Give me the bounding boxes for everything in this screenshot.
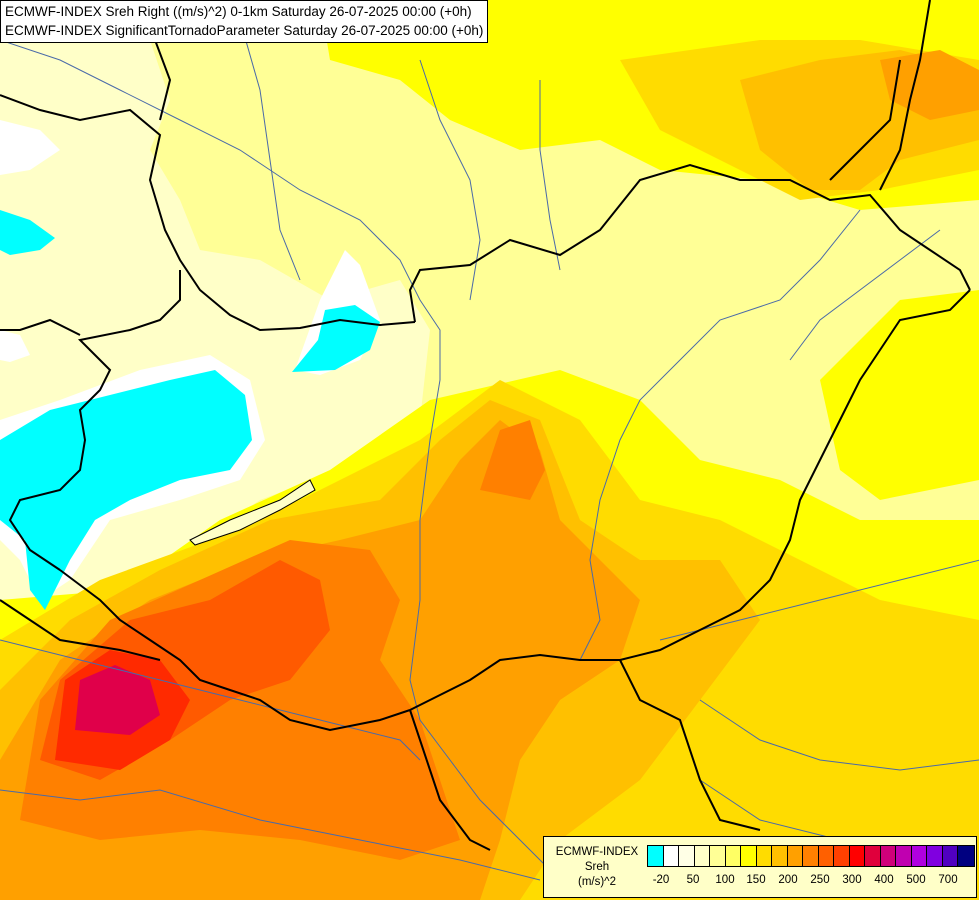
legend-swatch [880, 846, 896, 866]
sreh-cyan-west [0, 210, 55, 255]
border-czech-slovak [0, 94, 416, 332]
legend-title-line3: (m/s)^2 [578, 876, 616, 888]
country-borders [0, 0, 971, 851]
legend-title-line1: ECMWF-INDEX [555, 846, 639, 858]
legend-title-line2: Sreh [584, 861, 610, 873]
border-west [0, 318, 81, 336]
river-danube [0, 39, 561, 881]
legend-title: ECMWF-INDEX Sreh (m/s)^2 [550, 845, 644, 890]
legend-tick-label: 150 [746, 874, 766, 886]
border-austria-hungary [8, 270, 181, 571]
legend-swatch [911, 846, 927, 866]
border-slovakia-hungary [408, 163, 971, 323]
river-hron [539, 80, 561, 271]
legend-swatch [679, 846, 695, 866]
border-ukraine [879, 0, 931, 191]
lake-balaton [189, 479, 316, 546]
map-title-box: ECMWF-INDEX Sreh Right ((m/s)^2) 0-1km S… [0, 0, 489, 43]
legend-swatch [663, 846, 679, 866]
river-morava [239, 19, 301, 281]
border-hungary-romania [619, 289, 971, 661]
legend-swatch [927, 846, 943, 866]
legend-swatch [787, 846, 803, 866]
border-austria-slovenia [0, 599, 161, 661]
legend-tick-label: 50 [686, 874, 700, 886]
border-serbia-croatia [409, 709, 491, 851]
legend-swatch [865, 846, 881, 866]
river-sava [0, 789, 541, 881]
river-maros [659, 559, 979, 641]
sreh-dark-orange-central [480, 420, 545, 500]
legend-swatch [849, 846, 865, 866]
river-drava [0, 639, 421, 761]
legend-tick-label: -20 [652, 874, 670, 886]
legend-swatch [772, 846, 788, 866]
border-romania-serbia [619, 659, 761, 831]
legend-swatch [958, 846, 974, 866]
legend-tick-label: 500 [906, 874, 926, 886]
legend-swatch [803, 846, 819, 866]
sreh-cyan-zone [0, 370, 252, 610]
legend-ticks: -20 50 100 150 200 250 300 400 500 700 [647, 874, 967, 890]
sreh-white-west2 [0, 330, 30, 362]
legend-tick-label: 100 [715, 874, 735, 886]
river-south [699, 699, 979, 771]
legend-tick-label: 400 [874, 874, 894, 886]
border-hungary-serbia [409, 653, 620, 711]
legend-tick-label: 250 [810, 874, 830, 886]
sreh-crimson-core [75, 665, 160, 735]
legend-swatch [694, 846, 710, 866]
title-line-sreh: ECMWF-INDEX Sreh Right ((m/s)^2) 0-1km S… [5, 4, 472, 19]
legend-swatch [942, 846, 958, 866]
border-hungary-croatia [59, 569, 411, 732]
sreh-orange-northeast [880, 50, 979, 120]
legend-swatches [647, 845, 975, 867]
legend-swatch [741, 846, 757, 866]
title-line-stp: ECMWF-INDEX SignificantTornadoParameter … [5, 23, 484, 38]
river-east [789, 229, 941, 361]
color-legend: ECMWF-INDEX Sreh (m/s)^2 -20 50 100 150 200 2… [543, 836, 977, 898]
legend-swatch [896, 846, 912, 866]
legend-tick-label: 300 [842, 874, 862, 886]
legend-swatch [725, 846, 741, 866]
sreh-yellow-east-band [820, 290, 979, 500]
legend-tick-label: 200 [778, 874, 798, 886]
legend-tick-label: 700 [938, 874, 958, 886]
legend-swatch [648, 846, 664, 866]
river-tisza [579, 209, 861, 661]
legend-swatch [756, 846, 772, 866]
sreh-white-west [0, 120, 60, 175]
legend-swatch [818, 846, 834, 866]
legend-swatch [834, 846, 850, 866]
legend-swatch [710, 846, 726, 866]
